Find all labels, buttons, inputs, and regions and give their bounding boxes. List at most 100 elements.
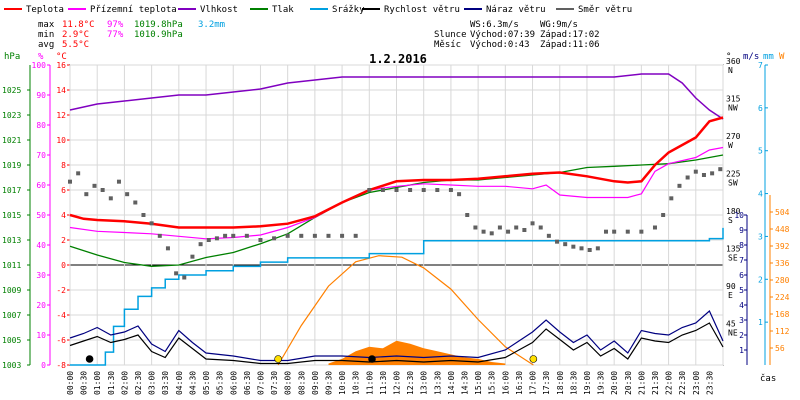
legend-label-0: Teplota xyxy=(26,5,64,15)
wind-direction-point xyxy=(92,183,97,188)
wind-direction-point xyxy=(157,233,162,238)
legend-label-4: Srážky xyxy=(332,5,365,15)
x-tick-label: 21:30 xyxy=(651,371,660,395)
x-tick-label: 20:00 xyxy=(610,371,619,395)
rain-tick-label: 1 xyxy=(758,318,763,327)
x-tick-label: 19:00 xyxy=(583,371,592,395)
legend-label-3: Tlak xyxy=(272,5,294,15)
temperature-tick-label: 14 xyxy=(56,86,66,95)
rain-tick-label: 2 xyxy=(758,275,763,284)
wind-direction-point xyxy=(435,188,440,192)
wind-direction-point xyxy=(353,233,358,238)
wind-direction-point xyxy=(149,221,154,226)
wind-direction-point xyxy=(538,225,543,230)
wind-direction-point xyxy=(514,225,519,230)
left-axes: 1003100510071009101110131015101710191021… xyxy=(2,61,70,370)
temperature-tick-label: 16 xyxy=(56,61,66,70)
wind-direction-point xyxy=(448,188,453,192)
info-ws: WS:6.3m/s xyxy=(470,20,519,30)
wind-direction-point xyxy=(522,228,527,232)
pressure-tick-label: 1023 xyxy=(2,111,21,120)
rain-tick-label: 6 xyxy=(758,104,763,113)
grid xyxy=(69,64,724,366)
x-tick-label: 04:00 xyxy=(175,371,184,395)
solar-tick-label: 336 xyxy=(775,259,790,268)
wind-direction-point xyxy=(340,233,345,238)
direction-tick-deg: 270 xyxy=(726,132,741,141)
stat-min-temp: 2.9°C xyxy=(62,30,89,40)
wind-direction-point xyxy=(639,229,644,234)
pressure-tick-label: 1015 xyxy=(2,211,21,220)
x-tick-label: 06:00 xyxy=(229,371,238,395)
stat-max-rain: 3.2mm xyxy=(198,20,225,30)
wind-direction-point xyxy=(100,188,105,192)
solar-tick-label: 56 xyxy=(775,344,785,353)
direction-tick-name: E xyxy=(728,291,733,300)
wind-direction-point xyxy=(669,196,674,201)
x-tick-label: 01:30 xyxy=(107,371,116,395)
wind-direction-point xyxy=(506,229,511,234)
wind-tick-label: 9 xyxy=(739,226,744,235)
wind-direction-point xyxy=(108,196,113,201)
wind-direction-point xyxy=(563,242,568,247)
temperature-tick-label: 8 xyxy=(61,161,66,170)
direction-tick-deg: 45 xyxy=(726,320,736,329)
x-tick-label: 16:00 xyxy=(501,371,510,395)
direction-tick-deg: 360 xyxy=(726,57,741,66)
wind-direction-point xyxy=(182,275,187,280)
wind-tick-label: 7 xyxy=(739,256,744,265)
wind-direction-point xyxy=(546,233,551,238)
x-tick-label: 09:30 xyxy=(324,371,333,395)
humidity-tick-label: 80 xyxy=(36,121,46,130)
stat-min-press: 1010.9hPa xyxy=(134,30,183,40)
direction-tick-name: NW xyxy=(728,104,738,113)
temperature-axis-unit: °C xyxy=(56,52,67,62)
temperature-series-line xyxy=(69,116,724,229)
solar-tick-label: 168 xyxy=(775,310,790,319)
wind-direction-point xyxy=(141,213,146,217)
temperature-tick-label: 12 xyxy=(56,111,66,120)
info-block: WS:6.3m/s WG:9m/s Slunce Východ:07:39 Zá… xyxy=(434,20,600,50)
wind-tick-label: 1 xyxy=(739,346,744,355)
wind-direction-point xyxy=(165,246,170,251)
x-tick-label: 02:30 xyxy=(134,371,143,395)
x-tick-label: 23:00 xyxy=(692,371,701,395)
x-tick-label: 09:00 xyxy=(311,371,320,395)
wind-direction-point xyxy=(473,225,478,230)
stat-max-press: 1019.8hPa xyxy=(134,20,183,30)
wind-tick-label: 6 xyxy=(739,271,744,280)
humidity-series-line xyxy=(69,73,724,120)
solar-tick-label: 448 xyxy=(775,225,790,234)
wind-direction-point xyxy=(312,233,317,238)
x-tick-label: 13:30 xyxy=(433,371,442,395)
wind-tick-label: 3 xyxy=(739,316,744,325)
x-tick-label: 21:00 xyxy=(637,371,646,395)
moonrise-marker xyxy=(85,355,94,363)
wind-direction-point xyxy=(190,254,195,259)
x-tick-label: 12:30 xyxy=(406,371,415,395)
x-tick-label: 22:00 xyxy=(665,371,674,395)
wind-tick-label: 10 xyxy=(734,211,744,220)
info-sun-set: Západ:17:02 xyxy=(540,30,600,40)
humidity-axis-unit: % xyxy=(38,52,44,62)
wind-direction-point xyxy=(481,229,486,234)
x-tick-label: 14:00 xyxy=(447,371,456,395)
wind-direction-point xyxy=(125,192,130,197)
wind-direction-point xyxy=(198,242,203,247)
wind-direction-point xyxy=(299,233,304,238)
wind-direction-point xyxy=(530,221,535,226)
stats-block: max 11.8°C 97% 1019.8hPa 3.2mm min 2.9°C… xyxy=(38,20,225,50)
x-tick-label: 16:30 xyxy=(515,371,524,395)
wind-direction-point xyxy=(685,175,690,180)
direction-tick-name: W xyxy=(728,141,733,150)
wind-direction-point xyxy=(116,179,121,184)
rain-tick-label: 3 xyxy=(758,232,763,241)
solar-tick-label: 224 xyxy=(775,293,790,302)
rain-series-line xyxy=(70,227,724,366)
wind-direction-point xyxy=(206,238,211,242)
direction-tick-deg: 180 xyxy=(726,207,741,216)
stat-max-temp: 11.8°C xyxy=(62,20,95,30)
direction-tick-name: NE xyxy=(728,329,738,338)
humidity-tick-label: 30 xyxy=(36,271,46,280)
x-tick-label: 11:00 xyxy=(365,371,374,395)
